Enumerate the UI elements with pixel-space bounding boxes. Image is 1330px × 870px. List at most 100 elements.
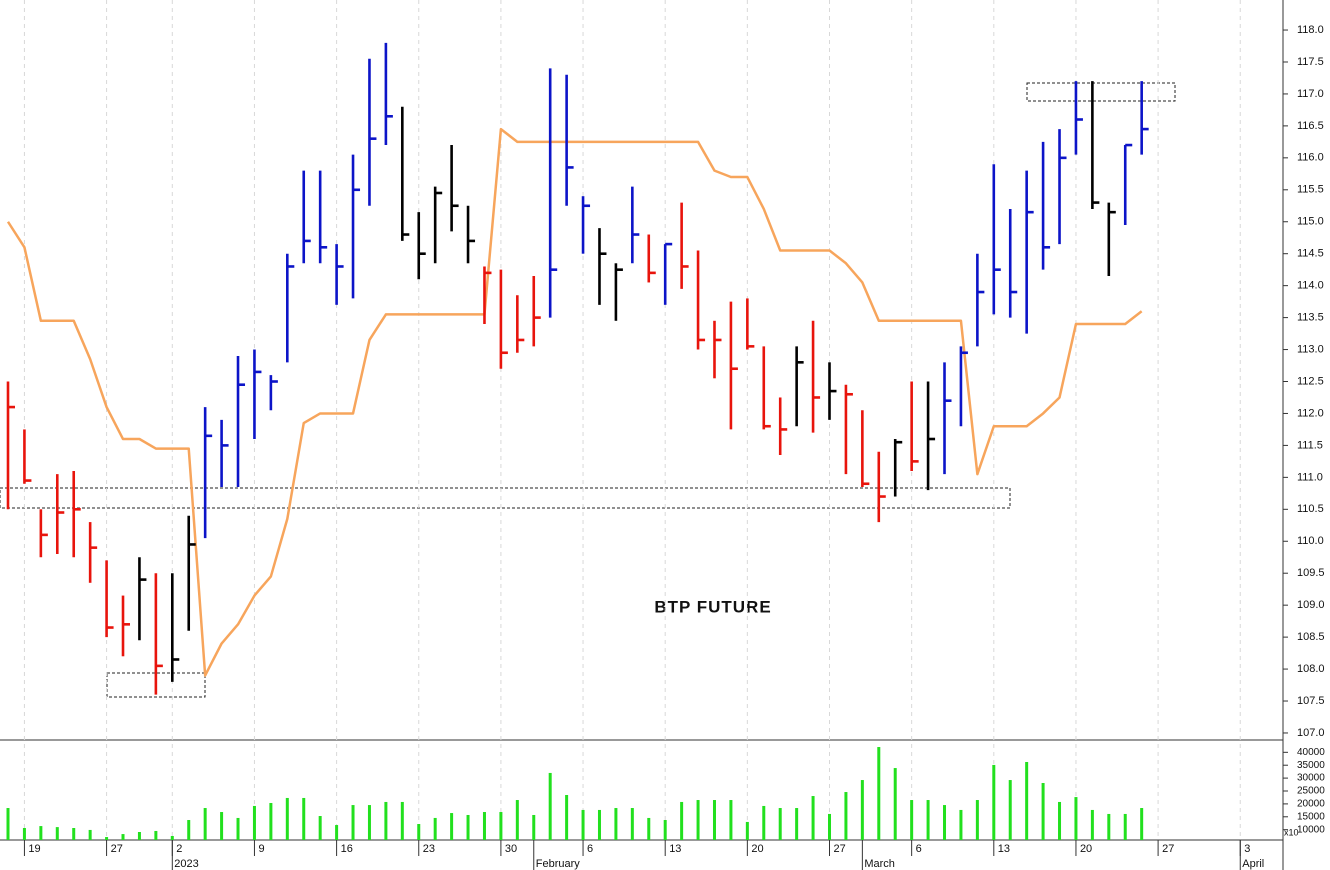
volume-bar bbox=[828, 813, 831, 840]
volume-bar bbox=[170, 836, 174, 840]
x-tick-label: 9 bbox=[258, 843, 264, 855]
x-tick-label: 2 bbox=[176, 843, 182, 855]
volume-tick-label: 30000 bbox=[1297, 773, 1325, 784]
volume-bar bbox=[729, 800, 733, 840]
volume-bar bbox=[1140, 808, 1144, 840]
volume-bar bbox=[252, 805, 256, 840]
y-tick-label: 114.0 bbox=[1297, 280, 1324, 292]
volume-tick-label: 35000 bbox=[1297, 760, 1325, 771]
y-tick-label: 112.5 bbox=[1297, 375, 1324, 387]
y-tick-label: 115.0 bbox=[1297, 216, 1324, 228]
volume-tick-label: 10000 bbox=[1297, 824, 1325, 835]
x-tick-label: 23 bbox=[423, 843, 435, 855]
volume-bar bbox=[269, 802, 273, 840]
volume-bar bbox=[318, 816, 322, 840]
y-tick-label: 110.5 bbox=[1297, 503, 1324, 515]
y-tick-label: 108.0 bbox=[1297, 663, 1325, 675]
y-tick-label: 110.0 bbox=[1297, 535, 1324, 547]
volume-bar bbox=[811, 796, 815, 840]
x-tick-label: 27 bbox=[1162, 843, 1174, 855]
volume-bar bbox=[1107, 813, 1111, 840]
x-tick-label: 13 bbox=[998, 843, 1010, 855]
volume-bar bbox=[88, 829, 92, 840]
volume-tick-label: 15000 bbox=[1297, 811, 1325, 822]
volume-bar bbox=[1074, 797, 1078, 840]
month-label: 2023 bbox=[174, 858, 198, 870]
volume-bar bbox=[417, 824, 421, 840]
volume-bar bbox=[335, 825, 339, 840]
y-tick-label: 112.0 bbox=[1297, 407, 1324, 419]
volume-bar bbox=[121, 834, 125, 840]
volume-bar bbox=[663, 820, 667, 840]
volume-bar bbox=[778, 808, 782, 840]
y-tick-label: 109.5 bbox=[1297, 567, 1325, 579]
volume-bar bbox=[400, 801, 404, 840]
volume-bar bbox=[647, 817, 651, 840]
volume-bar bbox=[860, 780, 864, 840]
volume-bar bbox=[302, 797, 306, 840]
volume-bar bbox=[532, 814, 536, 840]
low-zone-box bbox=[106, 672, 206, 698]
volume-tick-label: 25000 bbox=[1297, 786, 1325, 797]
volume-bar bbox=[581, 809, 585, 840]
volume-bar bbox=[105, 837, 109, 840]
volume-bar bbox=[285, 797, 289, 840]
volume-bar bbox=[203, 808, 207, 840]
month-label: April bbox=[1242, 858, 1264, 870]
volume-bar bbox=[384, 801, 388, 840]
y-tick-label: 107.0 bbox=[1297, 727, 1325, 739]
x-tick-label: 6 bbox=[916, 843, 922, 855]
y-tick-label: 118.0 bbox=[1297, 24, 1324, 36]
y-tick-label: 113.5 bbox=[1297, 312, 1324, 324]
stop-line bbox=[6, 127, 1143, 677]
x-tick-label: 13 bbox=[669, 843, 681, 855]
volume-bar bbox=[482, 812, 486, 840]
volume-bar bbox=[1123, 813, 1127, 840]
volume-bar bbox=[55, 827, 59, 840]
volume-bar bbox=[614, 808, 618, 840]
x-tick-label: 3 bbox=[1244, 843, 1250, 855]
volume-bar bbox=[893, 768, 897, 840]
volume-bar bbox=[466, 814, 470, 840]
volume-bar bbox=[351, 805, 355, 840]
x-tick-label: 19 bbox=[28, 843, 40, 855]
volume-bar bbox=[22, 828, 26, 840]
volume-bar bbox=[844, 792, 848, 840]
volume-bar bbox=[6, 808, 10, 840]
y-tick-label: 107.5 bbox=[1297, 695, 1325, 707]
volume-bar bbox=[187, 820, 191, 840]
volume-bar bbox=[745, 821, 749, 840]
high-zone-box bbox=[1026, 82, 1176, 102]
volume-bar bbox=[877, 747, 881, 840]
volume-bar bbox=[762, 805, 766, 840]
y-tick-label: 108.5 bbox=[1297, 631, 1325, 643]
volume-bar bbox=[795, 808, 799, 840]
x-tick-label: 20 bbox=[1080, 843, 1092, 855]
y-tick-label: 111.0 bbox=[1297, 471, 1323, 483]
volume-bar bbox=[220, 812, 224, 840]
volume-bar bbox=[712, 800, 716, 840]
x-tick-label: 27 bbox=[834, 843, 846, 855]
volume-bar bbox=[992, 764, 996, 840]
x-tick-label: 6 bbox=[587, 843, 593, 855]
y-tick-label: 115.5 bbox=[1297, 184, 1324, 196]
volume-bar bbox=[1058, 801, 1062, 840]
volume-bar bbox=[630, 808, 634, 840]
volume-bar bbox=[39, 826, 43, 840]
volume-bar bbox=[433, 817, 437, 840]
chart-title: BTP FUTURE bbox=[654, 597, 771, 616]
volume-bar bbox=[597, 809, 601, 840]
volume-bar bbox=[154, 830, 158, 840]
x-tick-label: 30 bbox=[505, 843, 517, 855]
volume-bar bbox=[137, 832, 141, 840]
volume-bar bbox=[959, 809, 963, 840]
y-tick-label: 117.0 bbox=[1297, 88, 1324, 100]
volume-bar bbox=[450, 813, 454, 840]
y-tick-label: 109.0 bbox=[1297, 599, 1325, 611]
support-zone-box bbox=[0, 487, 1011, 509]
volume-bar bbox=[926, 800, 930, 840]
volume-bar bbox=[975, 800, 979, 840]
volume-bar bbox=[1025, 761, 1029, 840]
